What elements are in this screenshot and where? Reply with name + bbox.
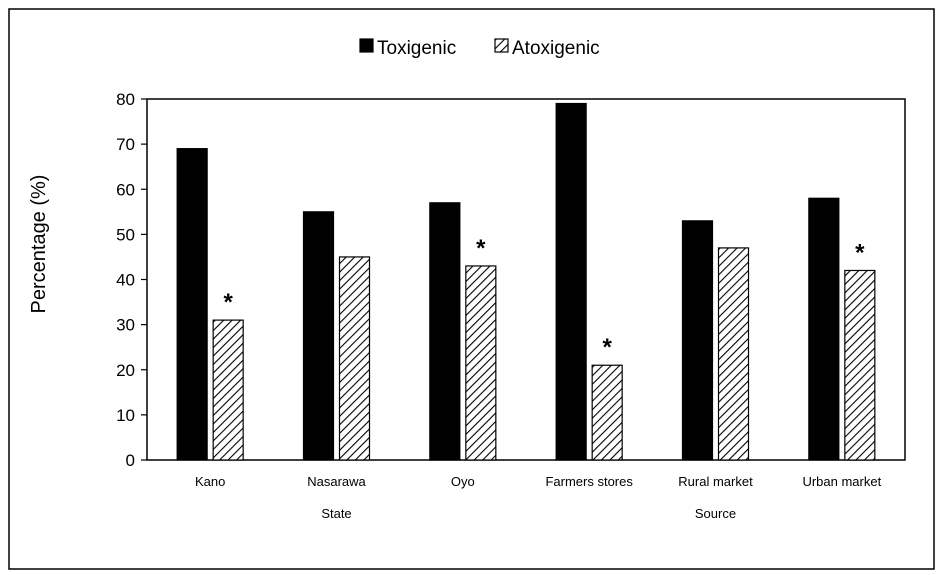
x-tick-label: Oyo — [451, 474, 475, 489]
legend-swatch — [494, 38, 509, 53]
bar-toxigenic-nasarawa — [302, 211, 335, 461]
bar-toxigenic-farmers-stores — [555, 102, 587, 461]
x-group-label: Source — [695, 506, 736, 521]
bar-toxigenic-kano — [176, 148, 208, 461]
x-tick-label: Kano — [195, 474, 225, 489]
y-tick-label: 30 — [116, 316, 135, 335]
significance-marker: * — [602, 334, 612, 361]
bar-toxigenic-rural-market — [681, 220, 714, 461]
bar-toxigenic-urban-market — [808, 197, 840, 461]
plot-area: 0 10 20 30 40 50 60 70 80 Kano Nasarawa Oyo Farmers … — [116, 90, 906, 521]
y-tick-label: 0 — [126, 451, 135, 470]
y-tick-label: 70 — [116, 135, 135, 154]
legend-label: Toxigenic — [377, 38, 456, 59]
bar-atoxigenic-rural-market — [717, 247, 750, 461]
significance-marker: * — [855, 239, 865, 266]
significance-marker: * — [223, 289, 233, 316]
bar-atoxigenic-kano — [212, 319, 244, 461]
x-tick-label: Rural market — [678, 474, 753, 489]
bar-atoxigenic-oyo — [465, 265, 497, 461]
y-axis-label: Percentage (%) — [28, 175, 50, 314]
y-tick-label: 20 — [116, 361, 135, 380]
bar-toxigenic-oyo — [429, 202, 461, 461]
significance-marker: * — [476, 235, 486, 262]
bar-atoxigenic-farmers-stores — [591, 364, 623, 461]
y-tick-label: 80 — [116, 90, 135, 109]
y-tick-label: 40 — [116, 271, 135, 290]
bar-atoxigenic-urban-market — [844, 269, 876, 461]
legend-label: Atoxigenic — [512, 38, 600, 59]
x-group-label: State — [321, 506, 351, 521]
y-tick-label: 10 — [116, 406, 135, 425]
x-tick-label: Urban market — [802, 474, 881, 489]
y-tick-label: 60 — [116, 180, 135, 199]
legend-swatch — [359, 38, 374, 53]
x-tick-label: Nasarawa — [307, 474, 366, 489]
y-tick-label: 50 — [116, 225, 135, 244]
legend: Toxigenic Atoxigenic — [359, 38, 600, 59]
x-tick-label: Farmers stores — [545, 474, 633, 489]
bar-atoxigenic-nasarawa — [338, 256, 371, 461]
